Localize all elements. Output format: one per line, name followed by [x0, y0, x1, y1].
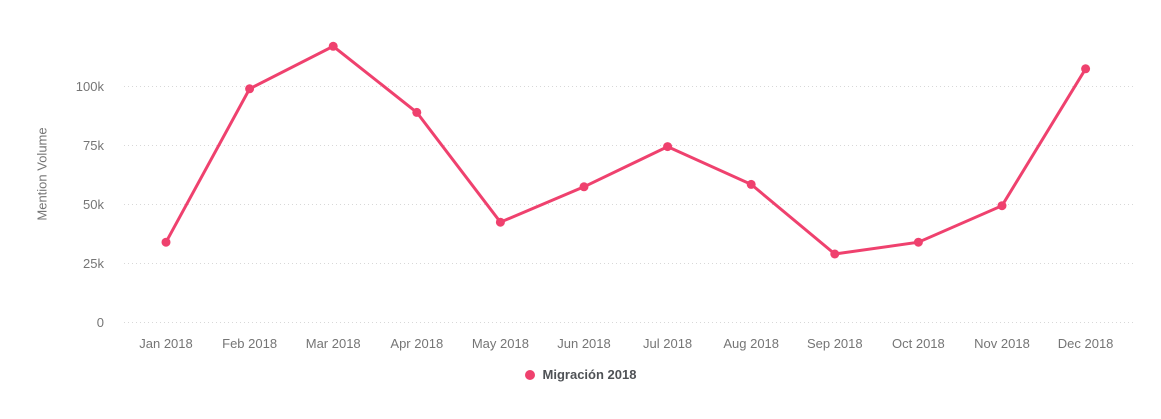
series-line: [164, 44, 1088, 256]
data-point[interactable]: [913, 237, 923, 247]
data-point[interactable]: [663, 142, 673, 152]
x-tick-label: Sep 2018: [807, 336, 863, 351]
x-tick-label: Aug 2018: [723, 336, 779, 351]
data-point[interactable]: [579, 182, 589, 192]
legend-label: Migración 2018: [542, 367, 637, 382]
y-tick-label: 100k: [76, 79, 105, 94]
x-tick-label: Nov 2018: [974, 336, 1030, 351]
x-tick-label: Jul 2018: [643, 336, 692, 351]
x-tick-label: Feb 2018: [222, 336, 277, 351]
data-point[interactable]: [495, 217, 505, 227]
x-tick-label: Mar 2018: [306, 336, 361, 351]
data-point[interactable]: [245, 84, 255, 94]
y-tick-label: 75k: [83, 138, 104, 153]
x-tick-label: Oct 2018: [892, 336, 945, 351]
x-tick-label: Dec 2018: [1058, 336, 1114, 351]
data-point[interactable]: [1081, 64, 1091, 74]
legend-marker-icon: [524, 369, 535, 380]
y-tick-label: 50k: [83, 197, 104, 212]
data-point[interactable]: [412, 107, 422, 117]
data-point[interactable]: [997, 201, 1007, 211]
y-tick-label: 25k: [83, 256, 104, 271]
data-point[interactable]: [161, 237, 171, 247]
x-tick-label: Apr 2018: [390, 336, 443, 351]
data-point[interactable]: [328, 41, 338, 51]
x-tick-label: Jun 2018: [557, 336, 611, 351]
x-tick-label: Jan 2018: [139, 336, 193, 351]
data-point[interactable]: [830, 249, 840, 259]
x-tick-label: May 2018: [472, 336, 529, 351]
data-point[interactable]: [746, 179, 756, 189]
legend-item[interactable]: Migración 2018: [0, 367, 1161, 382]
y-tick-label: 0: [97, 315, 104, 330]
